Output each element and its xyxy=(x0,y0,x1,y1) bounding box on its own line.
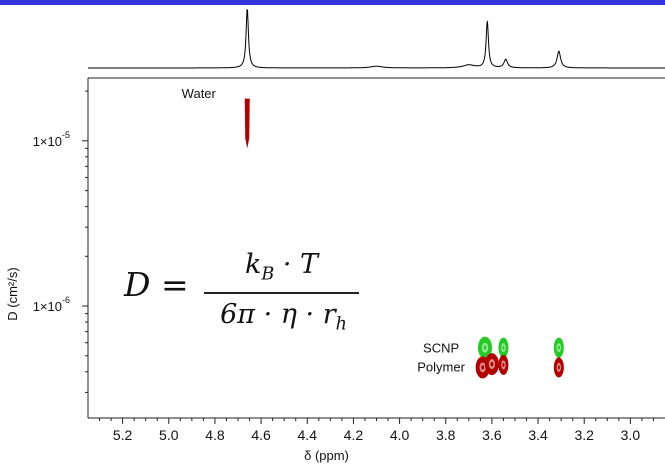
x-tick-label: 3.6 xyxy=(482,427,502,443)
x-tick-label: 3.2 xyxy=(574,427,594,443)
x-tick-label: 4.8 xyxy=(205,427,225,443)
water-peak xyxy=(244,98,250,149)
y-tick-exponent: -6 xyxy=(62,295,70,305)
x-tick-label: 4.4 xyxy=(298,427,318,443)
x-tick-label: 3.8 xyxy=(436,427,456,443)
scnp-peak-center xyxy=(557,345,560,350)
annotation-scnp: SCNP xyxy=(423,341,459,356)
equation-lhs: D = xyxy=(124,265,189,304)
polymer-peak-center xyxy=(481,365,485,370)
polymer-peak-center xyxy=(502,362,505,367)
spectrum-line xyxy=(88,9,665,69)
x-tick-label: 3.4 xyxy=(528,427,548,443)
nmr-spectrum-panel xyxy=(88,9,665,69)
equation-denominator: 6π · η · rh xyxy=(220,299,347,335)
accent-bar xyxy=(0,0,665,5)
polymer-peak-center xyxy=(557,365,560,370)
y-tick-label: 1×10 xyxy=(33,299,62,314)
equation-numerator: kB · T xyxy=(244,249,319,285)
x-tick-label: 4.0 xyxy=(390,427,410,443)
scnp-peak-center xyxy=(502,345,505,350)
annotation-water: Water xyxy=(182,86,217,101)
x-tick-label: 3.0 xyxy=(621,427,641,443)
x-tick-label: 4.6 xyxy=(251,427,271,443)
y-axis-label: D (cm²/s) xyxy=(5,267,20,320)
annotation-polymer: Polymer xyxy=(417,360,465,375)
y-tick-label: 1×10 xyxy=(33,134,62,149)
fraction-bar xyxy=(204,292,359,294)
x-tick-label: 5.2 xyxy=(113,427,133,443)
x-tick-label: 5.0 xyxy=(159,427,179,443)
scnp-peak-center xyxy=(483,345,487,350)
annotations: Water SCNP Polymer xyxy=(182,86,466,375)
y-tick-exponent: -5 xyxy=(62,130,70,140)
x-axis-label: δ (ppm) xyxy=(304,448,349,463)
x-tick-label: 4.2 xyxy=(344,427,364,443)
x-axis: 5.2 5.0 4.8 4.6 4.4 4.2 4.0 3.8 3.6 3.4 3.2 3.0 δ (p… xyxy=(99,418,654,463)
y-axis: 1×10 -51×10 -6D (cm²/s) xyxy=(5,90,88,393)
polymer-peak-center xyxy=(490,361,494,367)
dosy-series xyxy=(244,98,564,379)
stokes-einstein-equation: D = kB · T 6π · η · rh xyxy=(118,247,368,347)
